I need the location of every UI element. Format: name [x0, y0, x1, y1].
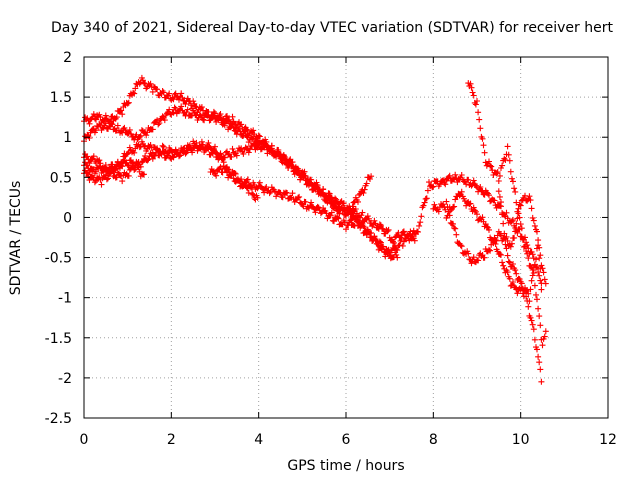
y-tick-label: 0 [63, 210, 72, 226]
series-pass-f [207, 163, 261, 203]
x-axis-label: GPS time / hours [287, 458, 404, 474]
tick-layer: 0 2 4 6 8 10 12 2 1.5 1 0.5 0 -0.5 -1 -1.5 -2 -2.5 [45, 50, 617, 448]
series-markers [81, 138, 401, 262]
data-layer [81, 74, 549, 385]
series-markers [386, 171, 545, 293]
series-markers [465, 80, 549, 349]
grid-layer [84, 57, 608, 418]
series-pass-d [81, 138, 401, 262]
series-pass-g [386, 171, 545, 293]
x-tick-label: 12 [599, 432, 617, 448]
y-tick-label: 0.5 [50, 170, 72, 186]
series-markers [81, 138, 418, 260]
y-axis-label: SDTVAR / TECUs [8, 181, 24, 296]
y-tick-label: -2.5 [45, 411, 72, 427]
series-pass-c [81, 138, 418, 260]
y-tick-label: 1 [63, 130, 72, 146]
x-tick-label: 8 [429, 432, 438, 448]
series-pass-k [495, 188, 549, 305]
chart-title: Day 340 of 2021, Sidereal Day-to-day VTE… [51, 20, 613, 36]
y-tick-label: -1 [58, 291, 72, 307]
x-tick-label: 6 [342, 432, 351, 448]
series-markers [495, 188, 549, 305]
y-tick-label: 1.5 [50, 90, 72, 106]
series-markers [443, 188, 545, 385]
series-pass-j [465, 80, 549, 349]
y-tick-label: -1.5 [45, 331, 72, 347]
x-tick-label: 0 [80, 432, 89, 448]
series-markers [207, 163, 261, 203]
x-tick-label: 2 [167, 432, 176, 448]
y-tick-label: 2 [63, 50, 72, 66]
y-tick-label: -0.5 [45, 251, 72, 267]
series-pass-i [443, 188, 545, 385]
x-tick-label: 10 [512, 432, 530, 448]
x-tick-label: 4 [254, 432, 263, 448]
y-tick-label: -2 [58, 371, 72, 387]
